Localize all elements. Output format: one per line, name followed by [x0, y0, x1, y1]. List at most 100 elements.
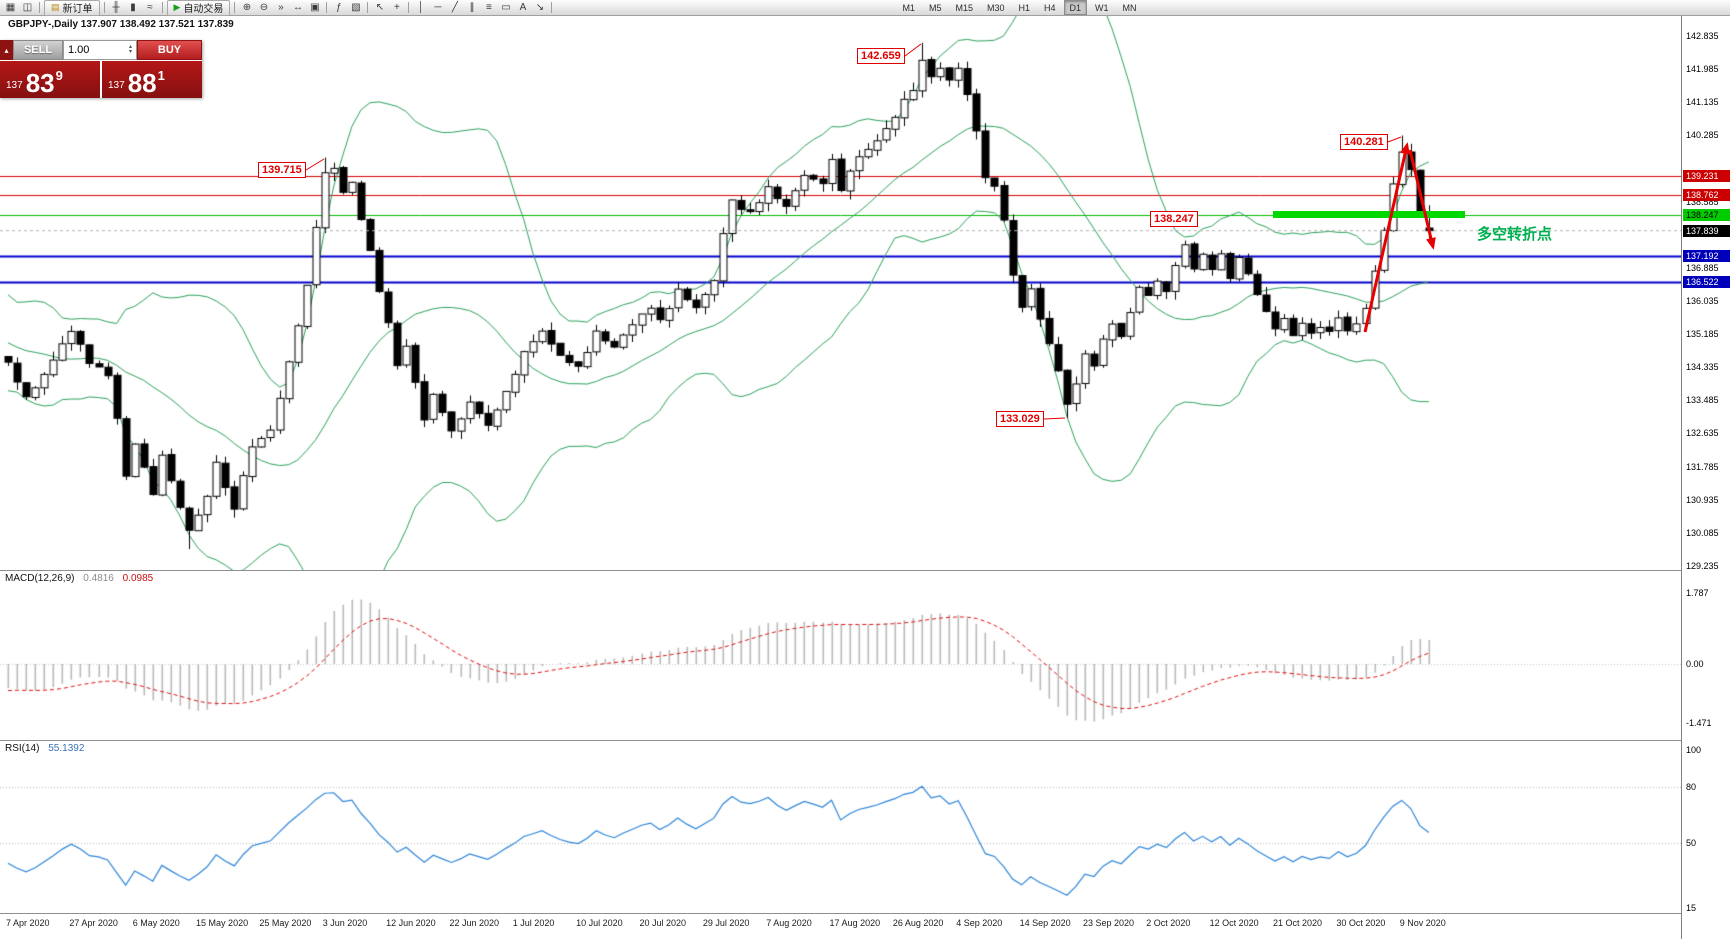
zoom-in-icon[interactable]: ⊕: [242, 2, 252, 13]
cursor-icon[interactable]: ↖: [375, 2, 385, 13]
price-axis[interactable]: 142.835 141.985 141.135 140.285 138.585 136.8…: [1681, 16, 1730, 939]
toolbar-separator: [161, 2, 163, 13]
timeframe-m30[interactable]: M30: [986, 2, 1005, 13]
price-flag-annotation[interactable]: 139.715: [258, 162, 306, 178]
toolbar-separator: [234, 2, 236, 13]
zoom-out-icon[interactable]: ⊖: [259, 2, 269, 13]
volume-up-icon[interactable]: ▴: [128, 44, 132, 50]
toolbar: ▦ ◫ ▤ 新订单 ╫ ▮ ≈ ▶ 自动交易 ⊕ ⊖ » ↔ ▣ ƒ ▧ ↖ + │ ─ ╱ ∥ ≡ ▭ A ↘ M1 M5 M15 M3…: [0, 0, 1730, 16]
price-flag-annotation[interactable]: 140.281: [1340, 134, 1388, 150]
auto-trading-button-icon: ▶: [173, 2, 181, 12]
new-order-button[interactable]: ▤ 新订单: [44, 0, 100, 16]
rsi-axis-label: 15: [1686, 903, 1697, 914]
shapes-icon[interactable]: ▭: [501, 2, 511, 13]
objects-list-icon[interactable]: ▧: [351, 2, 361, 13]
rsi-canvas[interactable]: [0, 741, 1681, 913]
support-zone-highlight[interactable]: [1273, 211, 1465, 218]
arrow-objects-icon[interactable]: ↘: [535, 2, 545, 13]
price-flag-annotation[interactable]: 138.247: [1150, 211, 1198, 227]
vertical-line-icon[interactable]: │: [417, 2, 425, 13]
rsi-value: 55.1392: [48, 743, 85, 754]
support-level-tag-1: 137.192: [1683, 249, 1730, 262]
timeframe-m5[interactable]: M5: [928, 2, 942, 13]
crosshair-icon[interactable]: +: [394, 2, 400, 13]
buy-price-tile[interactable]: 137 88 1: [102, 61, 202, 98]
new-chart-icon[interactable]: ▦: [5, 2, 16, 13]
macd-value: 0.4816: [83, 573, 114, 584]
tile-windows-icon[interactable]: ▣: [310, 2, 320, 13]
price-axis-label: 135.185: [1686, 329, 1719, 340]
timeframe-d1[interactable]: D1: [1063, 0, 1088, 15]
trade-panel-collapse-button[interactable]: ▴: [0, 40, 13, 60]
date-label: 7 Apr 2020: [6, 918, 50, 928]
line-chart-icon[interactable]: ≈: [147, 2, 153, 13]
trendline-icon[interactable]: ╱: [451, 2, 458, 13]
price-axis-label: 132.635: [1686, 428, 1719, 439]
time-axis[interactable]: 7 Apr 2020 27 Apr 2020 6 May 2020 15 May 20…: [0, 913, 1681, 939]
date-label: 12 Oct 2020: [1209, 918, 1259, 928]
panel-separator-2[interactable]: [0, 740, 1730, 741]
horizontal-line-icon[interactable]: ─: [434, 2, 442, 13]
date-label: 23 Sep 2020: [1082, 918, 1134, 928]
timeframe-h1[interactable]: H1: [1018, 2, 1031, 13]
equidistant-channel-icon[interactable]: ∥: [469, 2, 475, 13]
chart-profiles-icon[interactable]: ◫: [22, 2, 33, 13]
date-label: 1 Jul 2020: [512, 918, 555, 928]
rsi-panel[interactable]: RSI(14) 55.1392: [0, 741, 1681, 913]
timeframe-m1[interactable]: M1: [902, 2, 915, 13]
volume-input[interactable]: 1.00 ▴ ▾: [63, 40, 137, 60]
volume-down-icon[interactable]: ▾: [128, 49, 132, 55]
date-label: 10 Jul 2020: [576, 918, 623, 928]
date-label: 3 Jun 2020: [322, 918, 368, 928]
price-chart-canvas[interactable]: [0, 16, 1681, 570]
volume-spinner[interactable]: ▴ ▾: [128, 44, 132, 55]
date-label: 6 May 2020: [132, 918, 180, 928]
chart-note-text[interactable]: 多空转折点: [1477, 226, 1553, 243]
price-axis-label: 134.335: [1686, 362, 1719, 373]
macd-panel[interactable]: MACD(12,26,9) 0.4816 0.0985: [0, 571, 1681, 740]
auto-trading-button[interactable]: ▶ 自动交易: [166, 0, 231, 16]
macd-axis-label: 1.787: [1686, 587, 1709, 598]
sell-price-pips: 83: [25, 68, 55, 98]
auto-scroll-icon[interactable]: »: [278, 2, 284, 13]
one-click-trading-panel: ▴ SELL 1.00 ▴ ▾ BUY 137 83 9: [0, 40, 202, 98]
toolbar-separator: [39, 2, 40, 13]
date-label: 15 May 2020: [196, 918, 249, 928]
price-chart-panel[interactable]: GBPJPY-,Daily 137.907 138.492 137.521 13…: [0, 16, 1681, 570]
price-flag-annotation[interactable]: 142.659: [857, 48, 905, 64]
price-flag-annotation[interactable]: 133.029: [996, 411, 1044, 427]
macd-canvas[interactable]: [0, 571, 1681, 740]
date-label: 30 Oct 2020: [1336, 918, 1386, 928]
price-axis-label: 140.285: [1686, 130, 1719, 141]
chart-header-text: GBPJPY-,Daily 137.907 138.492 137.521 13…: [8, 19, 234, 30]
macd-signal-value: 0.0985: [122, 573, 154, 584]
date-label: 12 Jun 2020: [386, 918, 436, 928]
panel-separator-1[interactable]: [0, 570, 1730, 571]
toolbar-separator: [551, 2, 553, 13]
toolbar-separator: [367, 2, 369, 13]
timeframe-h4[interactable]: H4: [1044, 2, 1056, 13]
date-label: 4 Sep 2020: [956, 918, 1003, 928]
candlestick-chart-icon[interactable]: ▮: [130, 2, 136, 13]
timeframe-w1[interactable]: W1: [1095, 2, 1109, 13]
price-axis-label: 130.085: [1686, 527, 1719, 538]
macd-name: MACD(12,26,9): [5, 573, 75, 584]
sell-button[interactable]: SELL: [13, 40, 63, 60]
indicators-icon[interactable]: ƒ: [336, 2, 342, 13]
chart-shift-icon[interactable]: ↔: [292, 2, 303, 13]
price-axis-label: 136.035: [1686, 295, 1719, 306]
ohlc-bars-icon[interactable]: ╫: [112, 2, 120, 13]
date-label: 7 Aug 2020: [766, 918, 812, 928]
timeframe-mn[interactable]: MN: [1122, 2, 1137, 13]
text-label-icon[interactable]: A: [519, 2, 527, 13]
panel-separator-3[interactable]: [0, 913, 1730, 914]
chart-symbol-header: GBPJPY-,Daily 137.907 138.492 137.521 13…: [8, 19, 234, 30]
sell-price-tile[interactable]: 137 83 9: [0, 61, 100, 98]
rsi-indicator-label: RSI(14) 55.1392: [5, 743, 84, 754]
toolbar-separator: [408, 2, 410, 13]
date-label: 14 Sep 2020: [1019, 918, 1071, 928]
price-axis-label: 141.985: [1686, 64, 1719, 75]
buy-button[interactable]: BUY: [137, 40, 202, 60]
timeframe-m15[interactable]: M15: [955, 2, 973, 13]
fibonacci-icon[interactable]: ≡: [486, 2, 492, 13]
